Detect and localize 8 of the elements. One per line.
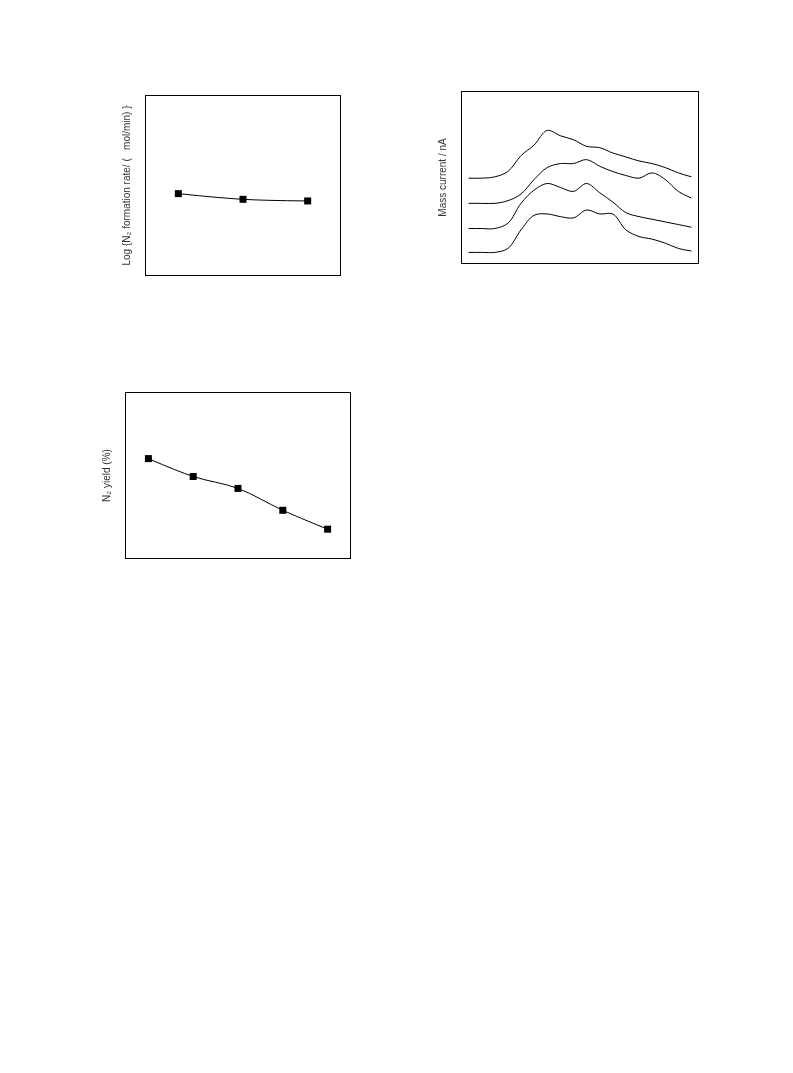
point [234, 484, 242, 492]
y-axis-title: Log {N₂ formation rate/ ( mol/min) } [121, 104, 132, 266]
point [324, 525, 332, 533]
y-axis-title: Mass current / nA [437, 137, 448, 217]
y-axis-title: N₂ yield (%) [101, 449, 112, 502]
point [279, 506, 287, 514]
point [189, 472, 197, 480]
point [144, 455, 152, 463]
